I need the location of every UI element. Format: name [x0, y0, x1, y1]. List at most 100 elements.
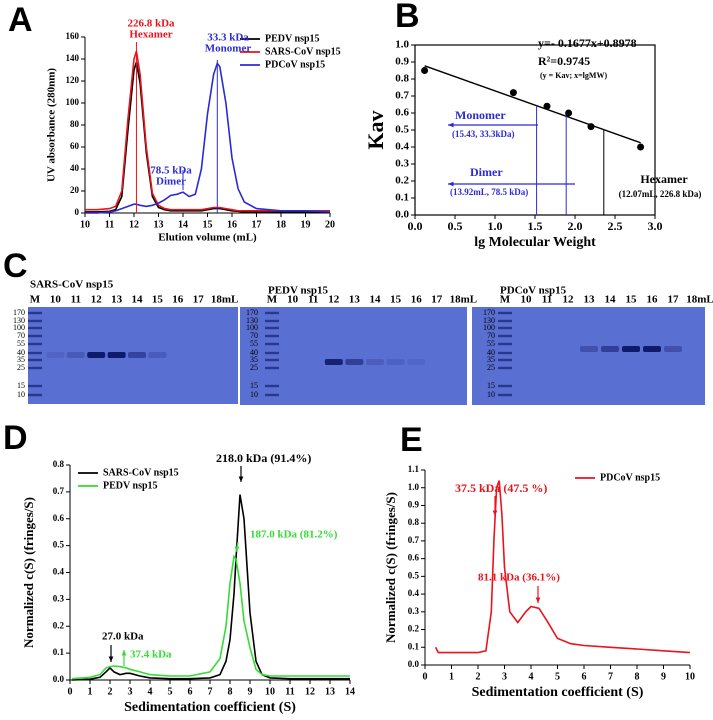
data-line	[71, 554, 350, 680]
y-tick-label: 0.0	[53, 674, 65, 684]
panel-letter: E	[400, 421, 423, 459]
lane-label: 11	[542, 294, 552, 306]
y-tick-label: 0.3	[395, 158, 409, 170]
y-tick-label: 0.3	[53, 593, 65, 603]
lane-label: M	[500, 294, 511, 306]
marker-label: 100	[483, 323, 495, 332]
panel-letter: D	[3, 419, 28, 457]
ladder-band	[498, 351, 512, 355]
x-tick-label: 1	[449, 671, 454, 682]
gel-title: PEDV nsp15	[268, 285, 329, 297]
x-tick-label: 9	[248, 686, 253, 697]
lane-label: 15	[152, 294, 164, 306]
x-tick-label: 12	[305, 686, 315, 697]
marker-label: 170	[13, 308, 25, 317]
ladder-band	[28, 342, 42, 346]
x-tick-label: 1	[88, 686, 93, 697]
ladder-band	[498, 366, 512, 370]
y-tick-label: 0.0	[395, 209, 409, 221]
y-tick-label: 0.3	[408, 606, 420, 616]
data-line	[434, 480, 691, 654]
fit-line	[424, 65, 641, 144]
x-tick-label: 10	[265, 686, 275, 697]
marker-label: 70	[250, 331, 258, 340]
marker-label: 40	[250, 348, 258, 357]
x-tick-label: 3.0	[648, 219, 663, 233]
lane-label: 16	[647, 294, 659, 306]
x-axis-label: lg Molecular Weight	[474, 235, 596, 250]
lane-label: 15	[390, 294, 402, 306]
lane-label: 17	[668, 294, 680, 306]
y-tick-label: 0.0	[408, 659, 420, 669]
x-tick-label: 13	[154, 219, 164, 230]
x-tick-label: 13	[325, 686, 335, 697]
annotation: 37.5 kDa (47.5 %)	[455, 481, 547, 495]
annotation: Monomer	[205, 43, 252, 55]
marker-label: 35	[17, 355, 25, 364]
x-tick-label: 15	[203, 219, 213, 230]
y-tick-label: 20	[70, 185, 80, 195]
x-tick-label: 16	[227, 219, 237, 230]
arrow-head	[234, 546, 240, 552]
data-point	[421, 67, 429, 74]
y-tick-label: 0.7	[408, 535, 420, 545]
data-point	[509, 89, 517, 97]
arrow-head	[535, 597, 541, 603]
x-tick-label: 2	[476, 671, 481, 682]
x-tick-label: 11	[105, 219, 114, 230]
panel-letter: A	[8, 1, 33, 39]
gel-band	[366, 359, 384, 365]
data-line	[85, 61, 331, 214]
annotation: y=- 0.1677x+0.8978	[538, 36, 637, 50]
marker-label: 70	[17, 331, 25, 340]
legend-label: PEDV nsp15	[103, 480, 158, 491]
ladder-band	[265, 319, 279, 323]
marker-label: 100	[13, 323, 25, 332]
y-tick-label: 0.6	[408, 553, 420, 563]
annotation: (y = Kav; x=lgMW)	[540, 71, 607, 80]
y-tick-label: 0.9	[408, 500, 420, 510]
x-tick-label: 8	[635, 671, 640, 682]
marker-label: 130	[483, 316, 495, 325]
marker-label: 15	[487, 381, 495, 390]
data-point	[565, 109, 573, 117]
marker-label: 55	[250, 339, 258, 348]
marker-label: 35	[487, 355, 495, 364]
x-tick-label: 2	[108, 686, 113, 697]
lane-label: 14	[605, 294, 617, 306]
marker-label: 25	[250, 363, 258, 372]
ladder-band	[265, 311, 279, 315]
panel-letter: B	[395, 0, 420, 35]
lane-label: 13	[111, 294, 123, 306]
y-tick-label: 1.1	[408, 464, 420, 474]
y-tick-label: 0.1	[395, 192, 409, 204]
marker-label: 130	[246, 316, 258, 325]
x-tick-label: 18	[276, 219, 286, 230]
y-tick-label: 0.5	[395, 124, 409, 136]
ladder-band	[498, 334, 512, 338]
y-axis-label: UV absorbance (280nm)	[46, 68, 58, 182]
y-tick-label: 0.4	[395, 141, 409, 153]
y-tick-label: 0.7	[53, 486, 65, 496]
y-tick-label: 0.9	[395, 56, 409, 68]
lane-label: 13	[349, 294, 361, 306]
x-tick-label: 5	[555, 671, 560, 682]
annotation: 37.4 kDa	[130, 649, 172, 661]
arrow-head	[448, 181, 454, 187]
data-point	[637, 143, 645, 151]
ladder-band	[28, 334, 42, 338]
arrow-head	[492, 510, 498, 516]
lane-label: 10	[50, 294, 62, 306]
lane-label: 11	[71, 294, 81, 306]
lane-label: 12	[328, 294, 340, 306]
x-axis-label: Sedimentation coefficient (S)	[124, 700, 296, 715]
marker-label: 10	[250, 390, 258, 399]
lane-label: 18mL	[686, 294, 713, 306]
annotation: Dimer	[156, 176, 186, 188]
y-tick-label: 0.5	[53, 540, 65, 550]
ladder-band	[498, 393, 512, 397]
legend-label: PDCoV nsp15	[600, 472, 660, 483]
annotation: Monomer	[455, 108, 506, 122]
x-tick-label: 10	[685, 671, 695, 682]
marker-label: 100	[246, 323, 258, 332]
